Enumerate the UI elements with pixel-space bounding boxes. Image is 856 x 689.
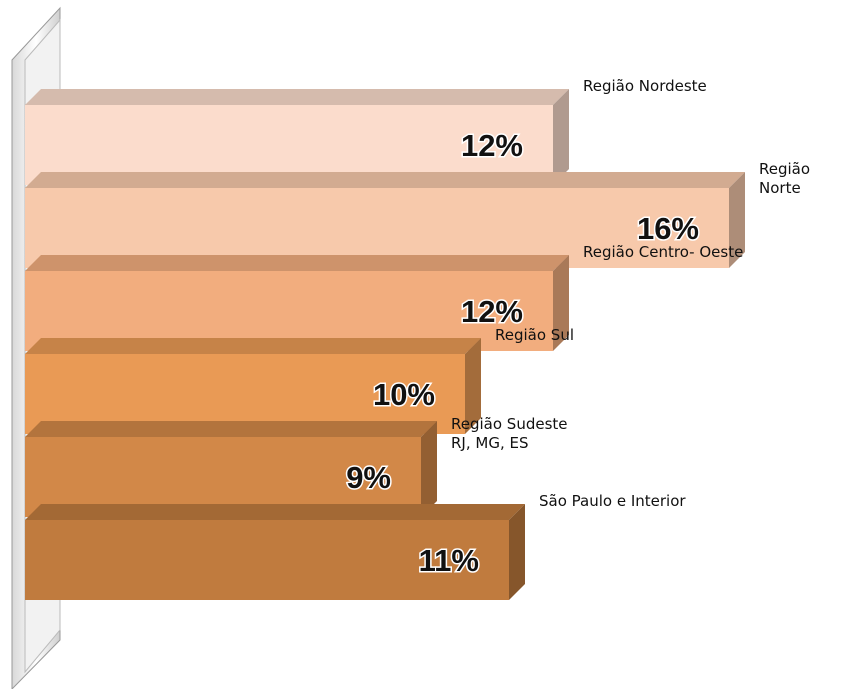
value-label: 16% — [637, 211, 699, 246]
value-label: 11% — [419, 543, 479, 578]
bar-side — [509, 504, 525, 600]
bar — [25, 437, 421, 517]
category-label: Região Sudeste RJ, MG, ES — [451, 415, 568, 452]
bar-side — [553, 89, 569, 185]
bar-side — [729, 172, 745, 268]
bar-top — [25, 89, 569, 105]
bar-side — [553, 255, 569, 351]
bar-side — [421, 421, 437, 517]
value-label: 12% — [461, 294, 523, 329]
bar — [25, 354, 465, 434]
category-label: Região Sul — [495, 326, 574, 344]
bar-top — [25, 338, 481, 354]
category-label: Região Centro- Oeste — [583, 243, 744, 261]
value-label: 9% — [346, 460, 391, 495]
category-label: Região Norte — [759, 160, 811, 197]
bar-top — [25, 421, 437, 437]
bar — [25, 271, 553, 351]
value-label: 10% — [373, 377, 435, 412]
bar-top — [25, 255, 569, 271]
category-label: São Paulo e Interior — [539, 492, 686, 510]
bar-top — [25, 172, 745, 188]
bar-top — [25, 504, 525, 520]
bar — [25, 188, 729, 268]
category-label: Região Nordeste — [583, 77, 707, 95]
bar — [25, 105, 553, 185]
value-label: 12% — [461, 128, 523, 163]
bar-side — [465, 338, 481, 434]
bar — [25, 520, 509, 600]
